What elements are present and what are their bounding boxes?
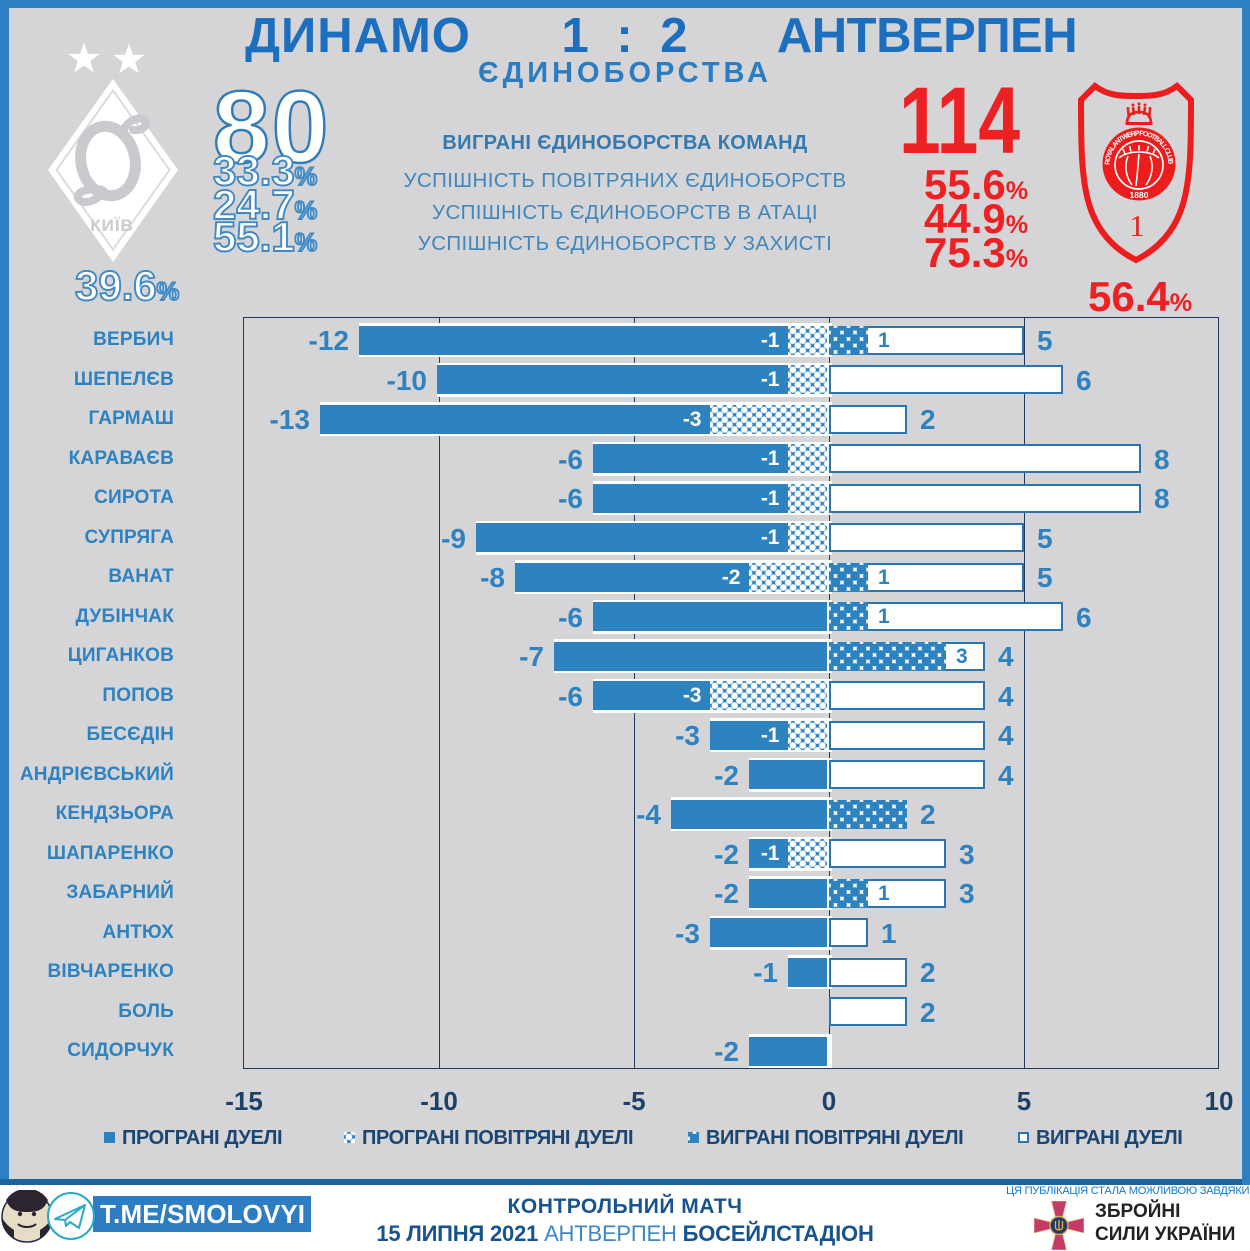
svg-text:1880: 1880 [1130,190,1149,200]
svg-text:T.ME/SMOLOVYI: T.ME/SMOLOVYI [100,1199,305,1229]
svg-text:КИЇВ: КИЇВ [90,216,134,235]
svg-text:1: 1 [1129,208,1145,243]
